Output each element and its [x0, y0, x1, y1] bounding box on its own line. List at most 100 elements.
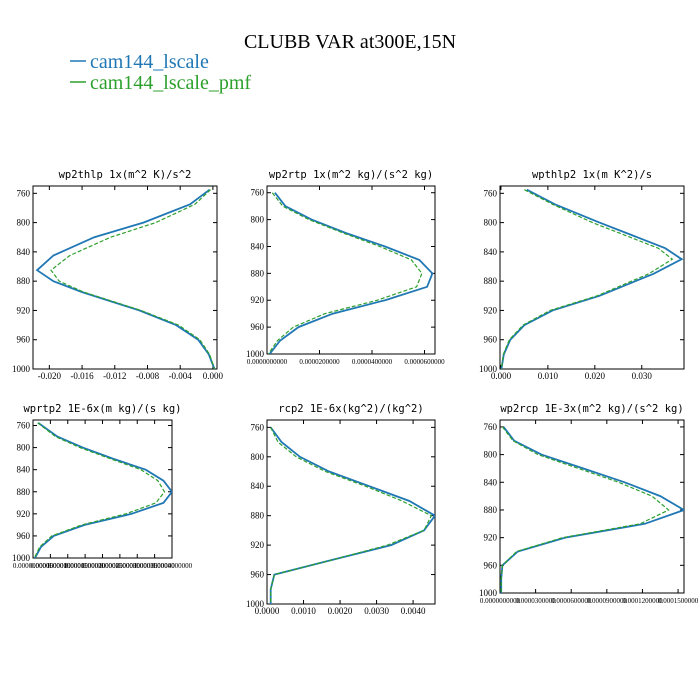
panel-frame	[499, 185, 685, 370]
x-tick-label: 0.0000500000	[30, 562, 71, 570]
panel-5: rcp2 1E-6x(kg^2)/(kg^2) 760 800 840 880 920 96…	[246, 403, 436, 616]
x-tick-label: -0.016	[70, 371, 94, 381]
y-tick-label: 800	[484, 218, 498, 228]
x-tick-label: 0.0002500000	[100, 562, 141, 570]
x-tick-label: 0.010	[538, 371, 559, 381]
y-tick-label: 880	[251, 268, 265, 278]
y-tick-label: 880	[251, 511, 265, 521]
y-tick-label: 760	[251, 188, 265, 198]
x-tick-label: -0.004	[169, 371, 193, 381]
series-line-cam144-lscale	[269, 426, 435, 604]
x-tick-label: 0.0020	[328, 606, 353, 616]
series-line-cam144-lscale	[500, 426, 684, 593]
y-tick-label: 920	[251, 540, 265, 550]
figure-title: CLUBB VAR at300E,15N	[244, 31, 456, 53]
series-line-cam144-lscale-pmf	[500, 426, 670, 593]
y-tick-label: 880	[17, 276, 31, 286]
x-tick-label: 0.0001500000	[658, 597, 699, 605]
x-tick-label: -0.020	[38, 371, 62, 381]
x-tick-label: 0.0003500000	[135, 562, 176, 570]
series-line-cam144-lscale-pmf	[33, 422, 166, 558]
x-tick-label: 0.0002000000	[82, 562, 123, 570]
y-tick-label: 760	[17, 188, 31, 198]
x-tick-label: 0.000	[491, 371, 512, 381]
y-tick-label: 800	[17, 218, 31, 228]
series-line-cam144-lscale	[35, 188, 216, 369]
series-line-cam144-lscale	[268, 192, 434, 354]
panel-title: wpthlp2 1x(m K^2)/s	[532, 169, 652, 181]
y-tick-label: 920	[484, 533, 498, 543]
x-tick-label: 0.0001000000	[48, 562, 89, 570]
x-tick-label: 0.0003000000	[117, 562, 158, 570]
x-tick-label: 0.000	[203, 371, 224, 381]
series-line-cam144-lscale-pmf	[270, 427, 433, 604]
y-tick-label: 920	[251, 295, 265, 305]
y-tick-label: 880	[17, 487, 31, 497]
legend-label-2: cam144_lscale_pmf	[90, 72, 251, 94]
x-tick-label: 0.0010	[291, 606, 316, 616]
series-line-cam144-lscale-pmf	[267, 192, 423, 354]
series-line-cam144-lscale	[500, 188, 684, 369]
series-line-cam144-lscale	[34, 422, 172, 558]
x-tick-label: 0.0000600000	[404, 358, 445, 366]
y-tick-label: 1000	[479, 364, 498, 374]
y-tick-label: 840	[17, 247, 31, 257]
panel-title: wp2thlp 1x(m^2 K)/s^2	[59, 169, 192, 181]
y-tick-label: 800	[17, 443, 31, 453]
y-tick-label: 1000	[246, 349, 265, 359]
x-tick-label: 0.0000000000	[13, 562, 54, 570]
x-tick-label: 0.0004000000	[152, 562, 193, 570]
x-tick-label: 0.030	[632, 371, 653, 381]
y-tick-label: 840	[484, 247, 498, 257]
y-tick-label: 840	[251, 481, 265, 491]
x-tick-label: 0.0000900000	[587, 597, 628, 605]
panel-title: rcp2 1E-6x(kg^2)/(kg^2)	[278, 403, 423, 415]
panel-4: wprtp2 1E-6x(m kg)/(s kg) 760 800 840 880 920…	[12, 403, 193, 570]
y-tick-label: 1000	[12, 553, 31, 563]
y-tick-label: 840	[251, 241, 265, 251]
y-tick-label: 920	[17, 305, 31, 315]
y-tick-label: 960	[17, 335, 31, 345]
y-tick-label: 760	[484, 422, 498, 432]
x-tick-label: 0.0001200000	[622, 597, 663, 605]
x-tick-label: 0.0000	[255, 606, 280, 616]
x-tick-label: -0.012	[103, 371, 126, 381]
y-tick-label: 960	[484, 335, 498, 345]
x-tick-label: 0.0030	[364, 606, 389, 616]
panel-6: wp2rcp 1E-3x(m^2 kg)/(s^2 kg)760 800 840 88…	[479, 403, 699, 605]
panel-frame	[32, 185, 218, 370]
y-tick-label: 960	[484, 560, 498, 570]
x-tick-label: 0.0000400000	[352, 358, 393, 366]
y-tick-label: 880	[484, 276, 498, 286]
x-tick-label: 0.0000000000	[247, 358, 288, 366]
legend-label-1: cam144_lscale	[90, 51, 209, 73]
series-line-cam144-lscale-pmf	[500, 189, 674, 369]
y-tick-label: 760	[484, 188, 498, 198]
x-tick-label: 0.0000000000	[480, 597, 521, 605]
y-tick-label: 760	[251, 422, 265, 432]
series-line-cam144-lscale-pmf	[50, 189, 216, 369]
legend: cam144_lscale cam144_lscale_pmf	[70, 51, 251, 94]
y-tick-label: 840	[17, 465, 31, 475]
y-tick-label: 920	[484, 305, 498, 315]
y-tick-label: 800	[484, 450, 498, 460]
panel-frame	[266, 419, 436, 605]
y-tick-label: 960	[17, 531, 31, 541]
y-tick-label: 1000	[12, 364, 31, 374]
y-tick-label: 760	[17, 421, 31, 431]
x-tick-label: 0.0000600000	[551, 597, 592, 605]
y-tick-label: 840	[484, 477, 498, 487]
panels: wp2thlp 1x(m^2 K)/s^2 760 800 840 880 920 960 1…	[12, 169, 699, 616]
y-tick-label: 1000	[479, 588, 498, 598]
x-tick-label: 0.0001500000	[65, 562, 106, 570]
panel-title: wp2rcp 1E-3x(m^2 kg)/(s^2 kg)	[500, 403, 683, 415]
panel-title: wprtp2 1E-6x(m kg)/(s kg)	[23, 403, 181, 415]
y-tick-label: 880	[484, 505, 498, 515]
panel-2: wp2rtp 1x(m^2 kg)/(s^2 kg) 760 800 840 880 92…	[246, 169, 445, 366]
panel-3: wpthlp2 1x(m K^2)/s 760 800 840 880 920 960 100…	[479, 169, 685, 381]
y-tick-label: 800	[251, 452, 265, 462]
x-tick-label: 0.0040	[401, 606, 426, 616]
panel-frame	[266, 185, 436, 355]
y-tick-label: 960	[251, 570, 265, 580]
